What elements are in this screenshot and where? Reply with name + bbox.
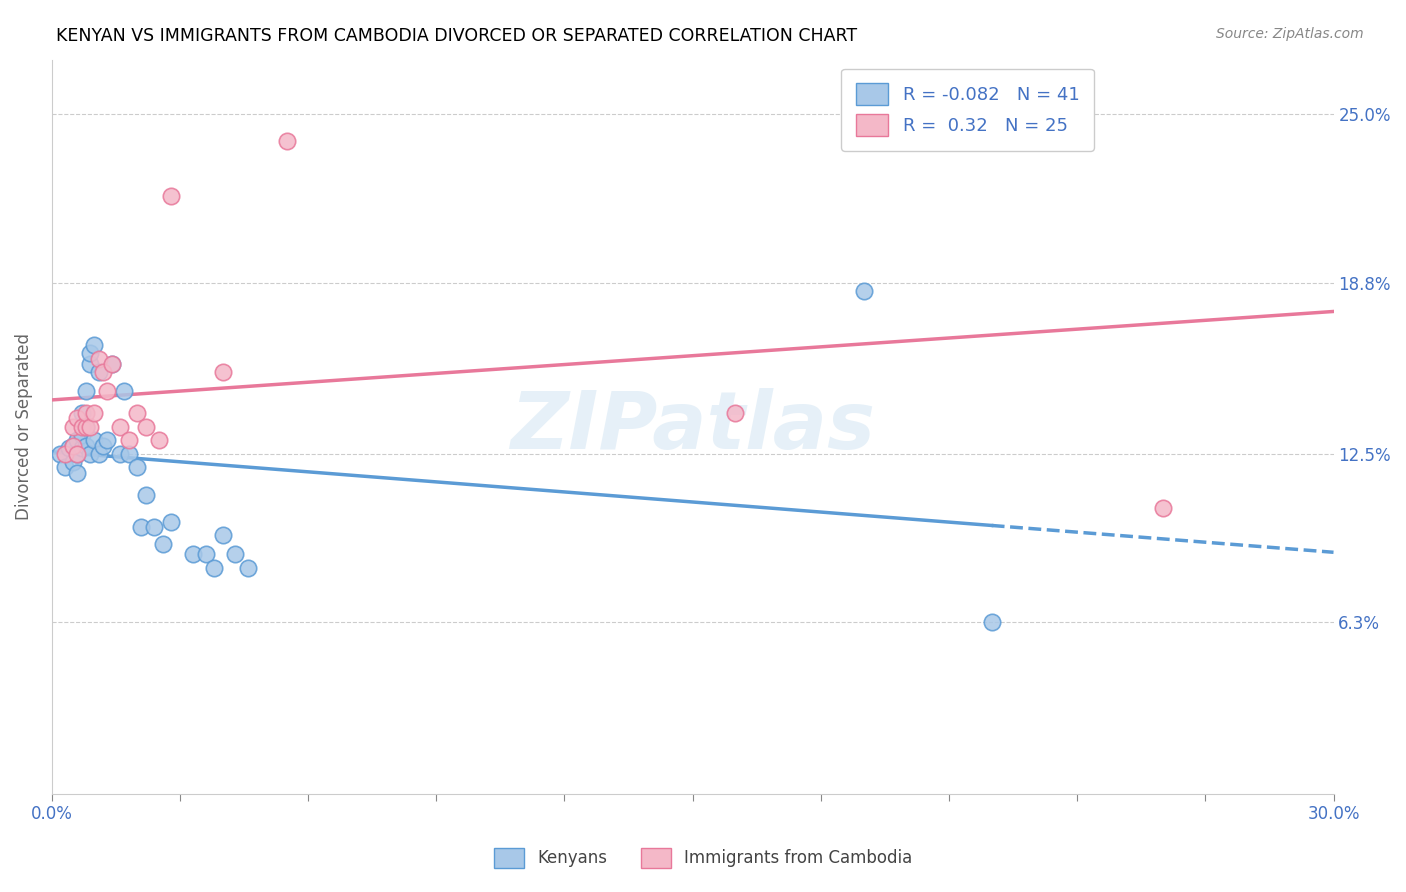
Point	[53, 447, 76, 461]
Point	[724, 406, 747, 420]
Point	[75, 419, 97, 434]
Point	[53, 460, 76, 475]
Point	[96, 434, 118, 448]
Point	[96, 384, 118, 399]
Point	[66, 434, 89, 448]
Point	[980, 134, 1002, 148]
Point	[62, 439, 84, 453]
Point	[79, 346, 101, 360]
Y-axis label: Divorced or Separated: Divorced or Separated	[15, 333, 32, 520]
Point	[66, 447, 89, 461]
Text: ZIPatlas: ZIPatlas	[510, 388, 875, 466]
Legend: Kenyans, Immigrants from Cambodia: Kenyans, Immigrants from Cambodia	[488, 841, 918, 875]
Point	[62, 419, 84, 434]
Point	[135, 487, 157, 501]
Point	[75, 406, 97, 420]
Point	[83, 338, 105, 352]
Point	[79, 447, 101, 461]
Point	[118, 434, 141, 448]
Point	[118, 447, 141, 461]
Point	[83, 434, 105, 448]
Point	[62, 455, 84, 469]
Point	[70, 427, 93, 442]
Point	[79, 357, 101, 371]
Point	[148, 434, 170, 448]
Point	[1152, 501, 1174, 516]
Point	[79, 419, 101, 434]
Text: Source: ZipAtlas.com: Source: ZipAtlas.com	[1216, 27, 1364, 41]
Point	[181, 548, 204, 562]
Point	[135, 419, 157, 434]
Point	[160, 188, 183, 202]
Point	[131, 520, 153, 534]
Point	[58, 442, 80, 456]
Point	[276, 134, 298, 148]
Point	[112, 384, 135, 399]
Point	[66, 411, 89, 425]
Point	[127, 460, 149, 475]
Point	[108, 447, 131, 461]
Point	[87, 365, 110, 379]
Point	[87, 351, 110, 366]
Point	[91, 439, 114, 453]
Point	[91, 365, 114, 379]
Point	[100, 357, 122, 371]
Point	[87, 447, 110, 461]
Point	[224, 548, 246, 562]
Point	[852, 284, 875, 298]
Point	[83, 406, 105, 420]
Point	[194, 548, 217, 562]
Point	[238, 561, 260, 575]
Point	[100, 357, 122, 371]
Point	[70, 442, 93, 456]
Point	[75, 384, 97, 399]
Point	[70, 406, 93, 420]
Point	[66, 466, 89, 480]
Point	[49, 447, 72, 461]
Point	[152, 536, 174, 550]
Point	[211, 528, 233, 542]
Point	[202, 561, 225, 575]
Point	[108, 419, 131, 434]
Point	[66, 447, 89, 461]
Text: KENYAN VS IMMIGRANTS FROM CAMBODIA DIVORCED OR SEPARATED CORRELATION CHART: KENYAN VS IMMIGRANTS FROM CAMBODIA DIVOR…	[56, 27, 858, 45]
Point	[127, 406, 149, 420]
Point	[211, 365, 233, 379]
Point	[70, 419, 93, 434]
Point	[75, 419, 97, 434]
Point	[980, 615, 1002, 630]
Point	[143, 520, 166, 534]
Legend: R = -0.082   N = 41, R =  0.32   N = 25: R = -0.082 N = 41, R = 0.32 N = 25	[841, 69, 1094, 151]
Point	[160, 515, 183, 529]
Point	[75, 439, 97, 453]
Point	[62, 439, 84, 453]
